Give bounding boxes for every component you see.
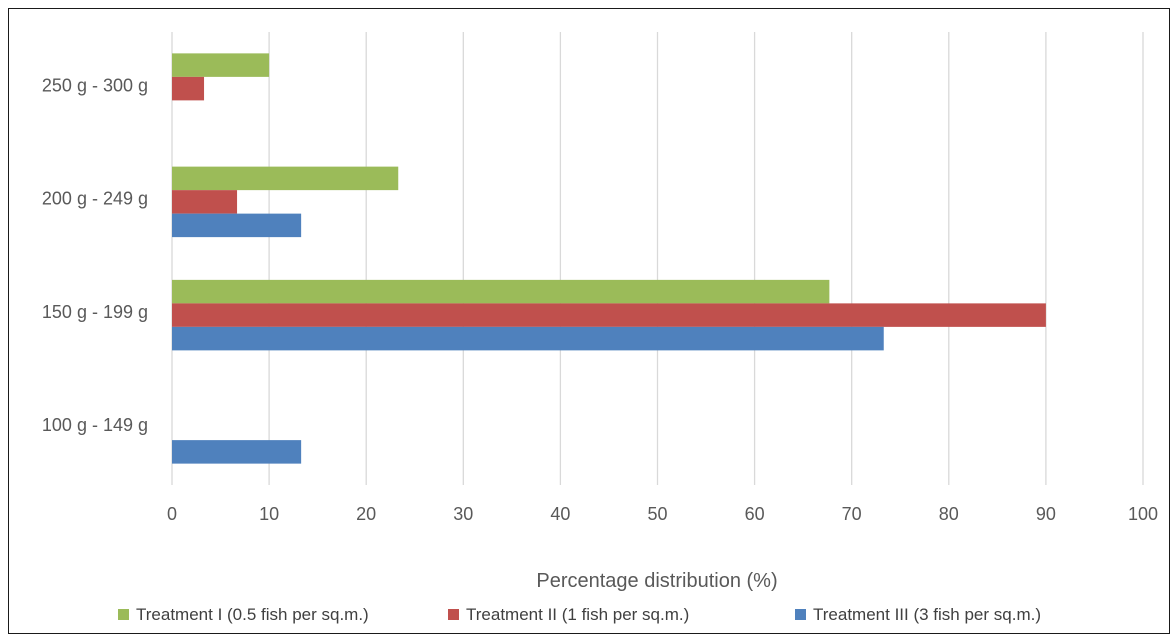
- legend-swatch-3: [795, 609, 806, 620]
- bar-s2-c2: [172, 303, 1046, 327]
- category-label: 200 g - 249 g: [42, 189, 148, 209]
- x-tick-label: 70: [842, 504, 862, 524]
- category-label: 150 g - 199 g: [42, 302, 148, 322]
- x-tick-label: 60: [745, 504, 765, 524]
- legend-swatch-2: [448, 609, 459, 620]
- category-label: 100 g - 149 g: [42, 415, 148, 435]
- bar-s1-c4: [172, 53, 270, 77]
- x-tick-label: 100: [1128, 504, 1158, 524]
- bars: [172, 53, 1046, 464]
- bar-s2-c3: [172, 190, 238, 214]
- x-tick-label: 50: [647, 504, 667, 524]
- x-tick-label: 40: [550, 504, 570, 524]
- bar-s1-c2: [172, 279, 830, 304]
- legend-label-3: Treatment III (3 fish per sq.m.): [813, 605, 1041, 624]
- x-tick-label: 10: [259, 504, 279, 524]
- bar-s1-c3: [172, 166, 399, 191]
- legend: Treatment I (0.5 fish per sq.m.) Treatmen…: [118, 605, 1041, 624]
- legend-swatch-1: [118, 609, 129, 620]
- legend-label-1: Treatment I (0.5 fish per sq.m.): [136, 605, 369, 624]
- bar-s2-c4: [172, 76, 205, 101]
- legend-label-2: Treatment II (1 fish per sq.m.): [466, 605, 689, 624]
- category-labels: 100 g - 149 g 150 g - 199 g 200 g - 249 g 2…: [42, 75, 148, 435]
- x-tick-labels: 0 10 20 30 40 50 60 70 80 90 100: [167, 504, 1158, 524]
- x-tick-label: 0: [167, 504, 177, 524]
- bar-s3-c3: [172, 213, 302, 238]
- bar-s3-c2: [172, 326, 884, 351]
- x-axis-title: Percentage distribution (%): [536, 570, 777, 592]
- x-tick-label: 20: [356, 504, 376, 524]
- x-tick-label: 80: [939, 504, 959, 524]
- x-tick-label: 90: [1036, 504, 1056, 524]
- category-label: 250 g - 300 g: [42, 75, 148, 95]
- gridlines: [171, 32, 1144, 485]
- bar-s3-c1: [172, 440, 302, 464]
- x-tick-label: 30: [453, 504, 473, 524]
